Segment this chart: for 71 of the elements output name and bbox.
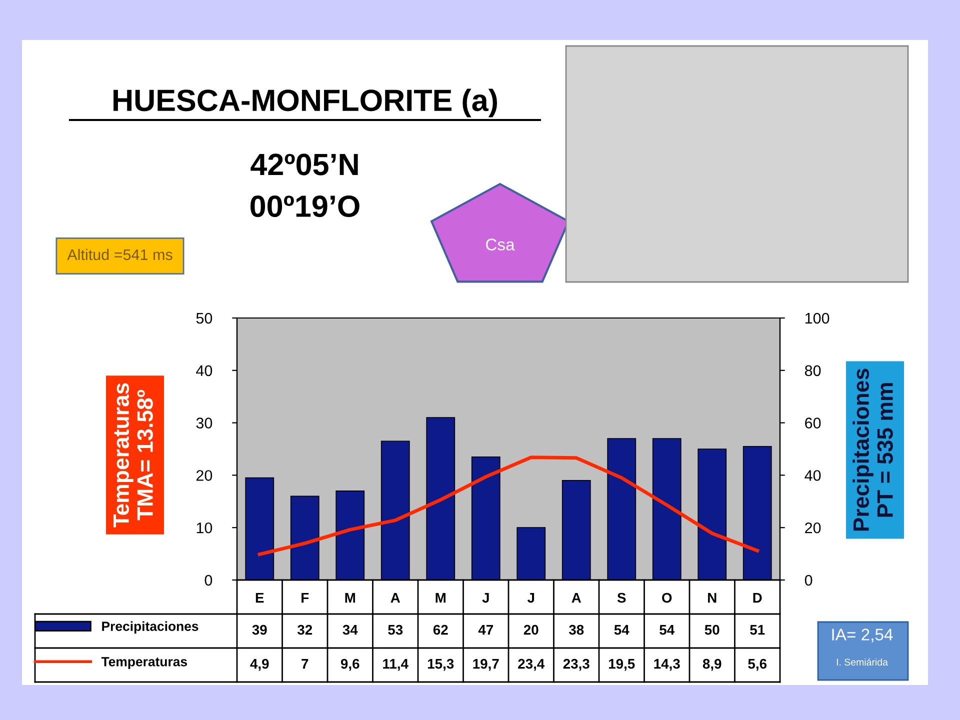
x-tick-label: S (617, 592, 626, 603)
y2-tick-label: 80 (804, 365, 821, 376)
data-label: 7 (302, 659, 308, 669)
x-tick-label: D (753, 593, 762, 603)
bar (245, 477, 274, 580)
data-label: 23,3 (563, 658, 590, 671)
data-label: 39 (252, 624, 267, 635)
data-label: 54 (614, 625, 630, 635)
data-label: 47 (478, 625, 493, 635)
text: I. Semiárida (836, 658, 888, 666)
data-label: 50 (704, 624, 720, 635)
data-label: 19,5 (608, 658, 635, 671)
x-tick-label: J (527, 593, 534, 603)
bar (742, 446, 772, 580)
chart-title: HUESCA-MONFLORITE (a) (114, 88, 497, 118)
data-label: 9,6 (340, 658, 360, 671)
bar (380, 440, 410, 580)
y2-tick-label: 100 (805, 312, 830, 324)
data-label: 20 (524, 624, 538, 635)
chart-subtitle: 42º05’N 00º19’O (250, 154, 360, 218)
bar (426, 417, 456, 580)
bar (562, 480, 591, 580)
y-tick-label: 30 (196, 418, 212, 428)
data-label: 62 (433, 624, 448, 635)
bar (290, 496, 320, 580)
bar (471, 456, 500, 580)
y2-tick-label: 60 (805, 418, 821, 428)
data-label: 8,9 (702, 658, 722, 671)
text: Altitud =541 ms (67, 248, 172, 260)
y2-tick-label: 20 (805, 522, 821, 534)
line-series (258, 456, 760, 556)
bar (336, 490, 365, 580)
y-tick-label: 50 (196, 312, 212, 324)
data-label: 34 (342, 624, 358, 635)
data-label: 19,7 (473, 658, 499, 671)
data-label: 11,4 (383, 659, 408, 671)
x-tick-label: O (662, 592, 672, 603)
data-label: 38 (568, 624, 584, 635)
y-tick-label: 20 (196, 470, 212, 481)
data-label: 15,3 (428, 658, 454, 671)
x-tick-label: A (572, 593, 582, 603)
bar (607, 438, 636, 580)
data-label: 5,6 (748, 658, 767, 671)
y-tick-label: 0 (204, 574, 212, 586)
data-label: 32 (297, 624, 312, 635)
x-tick-label: E (256, 593, 264, 603)
y-tick-label: 40 (196, 365, 212, 376)
bar (652, 438, 682, 580)
legend-label: Temperaturas (101, 657, 187, 669)
x-tick-label: M (436, 593, 446, 603)
text: Csa (486, 238, 515, 250)
legend-label: Precipitaciones (102, 621, 198, 634)
data-label: 51 (750, 625, 765, 635)
x-tick-label: J (482, 593, 489, 603)
x-tick-label: F (302, 593, 309, 603)
data-label: 14,3 (654, 658, 680, 671)
data-label: 54 (660, 625, 675, 635)
x-tick-label: N (708, 593, 716, 603)
bar (698, 448, 727, 580)
x-tick-label: A (390, 593, 400, 603)
data-label: 4,9 (250, 658, 269, 671)
x-tick-label: M (345, 593, 355, 603)
y-tick-label: 10 (196, 522, 212, 534)
bar (516, 527, 546, 580)
y-axis-title: Temperaturas TMA= 13.58º (113, 383, 153, 528)
data-label: 53 (388, 624, 403, 635)
y2-tick-label: 40 (804, 470, 821, 481)
y2-tick-label: 0 (804, 574, 812, 586)
y2-axis-title: Precipitaciones PT = 535 mm (852, 368, 893, 531)
data-label: 23,4 (518, 658, 545, 671)
text: IA= 2,54 (832, 628, 893, 642)
